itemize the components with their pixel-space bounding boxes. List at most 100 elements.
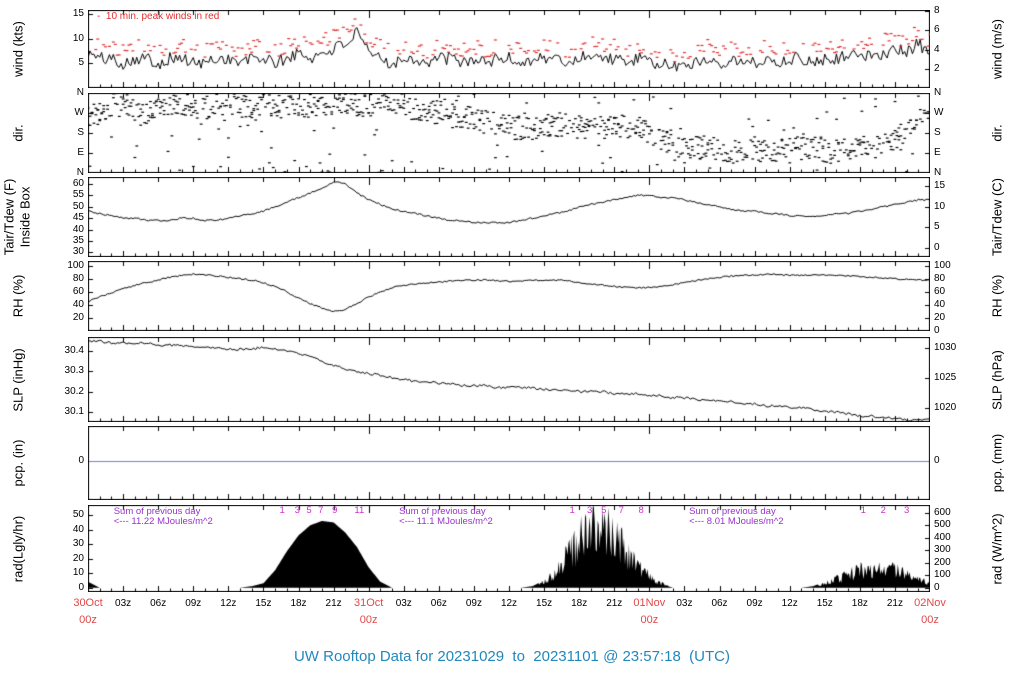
x-tick-label: 09z xyxy=(465,598,482,609)
wind-y-tick-right: 6 xyxy=(934,24,940,36)
axis-label-dir-right: dir. xyxy=(989,124,1005,142)
day-label-time: 00z xyxy=(921,614,939,626)
axis-label-tair-tdew-c: Tair/Tdew (C) xyxy=(989,177,1005,257)
x-tick-label: 12z xyxy=(781,598,798,609)
rad-y-tick-right: 0 xyxy=(934,581,940,593)
x-tick-label: 18z xyxy=(851,598,868,609)
x-tick-label: 03z xyxy=(115,598,132,609)
rh-y-tick-right: 80 xyxy=(934,272,946,284)
temp-y-tick-left: 55 xyxy=(72,189,84,201)
rad-y-tick-left: 30 xyxy=(72,538,84,550)
day-label-date: 31Oct xyxy=(353,597,384,609)
rad-sum-annotation: <--- 8.01 MJoules/m^2 xyxy=(689,516,784,527)
x-tick-label: 06z xyxy=(430,598,447,609)
temp-y-tick-left: 40 xyxy=(72,223,84,235)
axis-label-pcp-mm: pcp. (mm) xyxy=(989,433,1005,493)
axis-label-dir-left: dir. xyxy=(10,124,26,142)
rad-y-tick-left: 10 xyxy=(72,567,84,579)
rad-sum-annotation: <--- 11.1 MJoules/m^2 xyxy=(399,516,493,527)
wind-y-tick-right: 2 xyxy=(934,62,940,74)
rad-mj-marker: 3 xyxy=(587,505,593,516)
slp-y-tick-right: 1020 xyxy=(934,402,957,414)
rad-sum-annotation: Sum of previous day xyxy=(113,506,201,517)
rh-y-tick-right: 0 xyxy=(934,325,940,336)
x-tick-label: 21z xyxy=(606,598,623,609)
rad-y-tick-left: 50 xyxy=(72,509,84,521)
pcp-y-tick-right: 0 xyxy=(934,455,940,467)
axis-label-slp-hpa: SLP (hPa) xyxy=(989,350,1005,410)
dir-y-tick-left: N xyxy=(76,87,84,98)
day-label-time: 00z xyxy=(640,614,659,626)
axis-label-rh-right: RH (%) xyxy=(989,274,1005,318)
slp-y-tick-right: 1025 xyxy=(934,372,957,384)
precip-panel-canvas xyxy=(88,426,930,500)
axis-label-slp-inhg: SLP (inHg) xyxy=(10,348,26,412)
rad-mj-marker: 5 xyxy=(601,505,607,516)
rh-y-tick-left: 80 xyxy=(72,272,84,284)
x-tick-label: 18z xyxy=(290,598,307,609)
day-label-date: 02Nov xyxy=(914,597,946,609)
x-tick-label: 15z xyxy=(255,598,272,609)
dir-y-tick-right: W xyxy=(934,107,944,118)
axis-label-rad-lgly: rad(Lgly/hr) xyxy=(10,515,26,583)
slp-y-tick-left: 30.3 xyxy=(64,365,84,377)
axis-label-wind-ms: wind (m/s) xyxy=(989,19,1005,79)
temp-y-tick-left: 35 xyxy=(72,235,84,246)
slp-y-tick-left: 30.1 xyxy=(64,405,84,417)
rh-y-tick-right: 100 xyxy=(934,259,951,271)
temp-y-tick-right: 15 xyxy=(934,180,946,192)
wind-y-tick-left: 10 xyxy=(72,32,84,44)
rad-y-tick-right: 200 xyxy=(934,556,951,568)
rad-mj-marker: 2 xyxy=(880,505,886,516)
wind-speed-panel-canvas xyxy=(88,10,930,88)
x-tick-label: 09z xyxy=(746,598,763,609)
rh-y-tick-left: 20 xyxy=(72,311,84,323)
day-label-time: 00z xyxy=(359,614,378,626)
temp-y-tick-right: 0 xyxy=(934,241,940,253)
rh-y-tick-left: 60 xyxy=(72,285,84,297)
rad-mj-marker: 1 xyxy=(860,505,866,516)
rad-mj-marker: 9 xyxy=(332,505,338,516)
humidity-panel-canvas xyxy=(88,261,930,331)
dir-y-tick-right: E xyxy=(934,147,941,158)
x-tick-label: 03z xyxy=(395,598,412,609)
x-tick-label: 12z xyxy=(220,598,237,609)
rad-y-tick-left: 40 xyxy=(72,523,84,535)
x-tick-label: 21z xyxy=(886,598,903,609)
dir-y-tick-left: N xyxy=(76,167,84,178)
wind-y-tick-right: 4 xyxy=(934,43,940,55)
rh-y-tick-right: 40 xyxy=(934,298,946,310)
x-tick-label: 15z xyxy=(816,598,833,609)
x-tick-label: 18z xyxy=(571,598,588,609)
rad-y-tick-right: 400 xyxy=(934,531,951,543)
x-tick-label: 12z xyxy=(500,598,518,609)
pressure-panel-canvas xyxy=(88,337,930,422)
day-label-date: 30Oct xyxy=(73,597,103,609)
dir-y-tick-right: N xyxy=(934,167,942,178)
day-label-date: 01Nov xyxy=(633,597,666,609)
x-tick-label: 03z xyxy=(676,598,693,609)
peak-winds-legend: - 10 min. peak winds in red xyxy=(97,11,220,22)
rad-mj-marker: 5 xyxy=(306,505,312,516)
temp-y-tick-right: 10 xyxy=(934,200,946,212)
rad-y-tick-right: 100 xyxy=(934,569,951,581)
wind-direction-panel-canvas xyxy=(88,93,930,173)
temperature-panel-canvas xyxy=(88,177,930,257)
radiation-panel-canvas xyxy=(88,505,930,592)
wind-y-tick-left: 5 xyxy=(78,57,84,69)
x-tick-label: 15z xyxy=(536,598,553,609)
x-tick-label: 06z xyxy=(711,598,728,609)
x-tick-label: 09z xyxy=(185,598,202,609)
rad-y-tick-left: 20 xyxy=(72,552,84,564)
dir-y-tick-right: S xyxy=(934,127,941,138)
axis-label-inside-box: Inside Box xyxy=(17,186,33,248)
rad-mj-marker: 1 xyxy=(569,505,575,516)
rad-sum-annotation: <--- 11.22 MJoules/m^2 xyxy=(113,516,213,527)
rh-y-tick-right: 20 xyxy=(934,311,946,323)
temp-y-tick-left: 30 xyxy=(72,246,84,258)
rad-mj-marker: 11 xyxy=(354,505,365,516)
rad-mj-marker: 7 xyxy=(618,505,624,516)
dir-y-tick-left: W xyxy=(74,107,84,118)
wind-y-tick-left: 15 xyxy=(72,7,84,19)
